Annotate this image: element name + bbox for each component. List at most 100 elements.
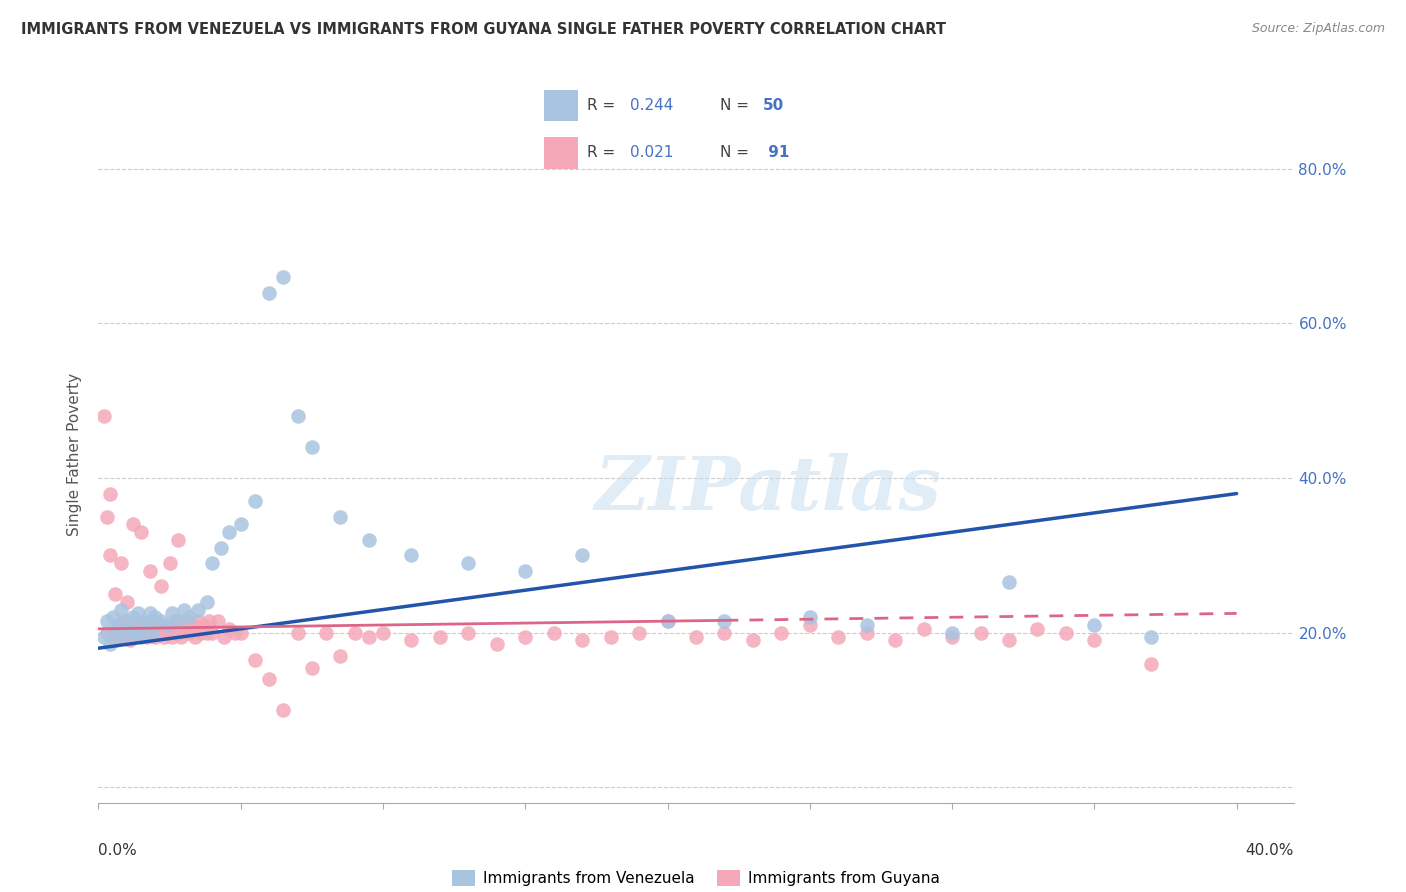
Point (98, 637, 121, 651)
Point (287, 409, 309, 424)
Text: ZIPatlas: ZIPatlas (595, 453, 941, 526)
Point (799, 618, 821, 632)
Point (159, 556, 181, 570)
Point (153, 630, 176, 644)
Point (110, 556, 132, 570)
Point (969, 625, 991, 640)
Point (998, 575, 1021, 590)
Point (195, 625, 218, 640)
Legend: Immigrants from Venezuela, Immigrants from Guyana: Immigrants from Venezuela, Immigrants fr… (446, 864, 946, 892)
Point (357, 630, 380, 644)
Point (98, 549, 121, 563)
Point (657, 614, 679, 628)
Point (1140, 630, 1163, 644)
Point (357, 533, 380, 547)
Text: 50: 50 (763, 98, 785, 113)
Point (176, 614, 198, 628)
Point (884, 633, 907, 648)
Point (187, 602, 209, 616)
Text: R =: R = (586, 145, 620, 161)
Point (485, 637, 508, 651)
Point (257, 285, 280, 300)
Text: 91: 91 (763, 145, 790, 161)
Point (190, 625, 212, 640)
Point (193, 618, 215, 632)
Text: R =: R = (586, 98, 620, 113)
Y-axis label: Single Father Poverty: Single Father Poverty (67, 374, 83, 536)
Point (685, 630, 707, 644)
Point (273, 270, 295, 285)
Point (184, 630, 207, 644)
Point (150, 614, 173, 628)
Point (141, 614, 163, 628)
Point (107, 618, 129, 632)
Text: N =: N = (720, 145, 754, 161)
Point (1026, 622, 1049, 636)
Point (96, 509, 118, 524)
Point (571, 633, 593, 648)
Point (628, 625, 651, 640)
Point (132, 614, 155, 628)
Point (179, 625, 201, 640)
Point (118, 622, 141, 636)
Point (243, 653, 266, 667)
Point (243, 494, 266, 508)
Point (998, 633, 1021, 648)
Point (855, 625, 877, 640)
Point (93, 630, 115, 644)
Point (156, 618, 179, 632)
Point (138, 564, 160, 578)
Point (198, 614, 221, 628)
Point (135, 618, 157, 632)
Point (101, 610, 124, 624)
Point (713, 614, 735, 628)
Point (329, 509, 352, 524)
Point (127, 607, 149, 621)
Point (98, 486, 121, 500)
Point (173, 602, 195, 616)
Point (912, 622, 935, 636)
Point (167, 625, 190, 640)
Point (343, 625, 366, 640)
Point (135, 630, 157, 644)
Point (571, 549, 593, 563)
Point (121, 610, 143, 624)
Point (162, 607, 184, 621)
Point (96, 614, 118, 628)
Point (827, 630, 849, 644)
Point (543, 625, 565, 640)
Point (371, 625, 394, 640)
Point (799, 610, 821, 624)
Point (1140, 657, 1163, 671)
Point (118, 633, 141, 648)
Point (162, 630, 184, 644)
Point (104, 625, 127, 640)
Point (93, 409, 115, 424)
Point (143, 610, 166, 624)
Point (121, 517, 143, 532)
Text: 0.0%: 0.0% (98, 843, 138, 858)
Point (201, 556, 224, 570)
Point (457, 625, 479, 640)
Point (138, 625, 160, 640)
Point (770, 625, 793, 640)
Point (181, 618, 204, 632)
Point (201, 625, 224, 640)
Point (150, 618, 173, 632)
Point (167, 614, 190, 628)
Point (129, 630, 152, 644)
Point (101, 625, 124, 640)
Point (179, 610, 201, 624)
Point (515, 564, 537, 578)
Point (107, 618, 129, 632)
Point (112, 630, 135, 644)
Point (229, 625, 252, 640)
Point (195, 595, 218, 609)
Point (96, 625, 118, 640)
Point (115, 614, 138, 628)
Point (429, 630, 451, 644)
Point (224, 625, 246, 640)
Text: 0.244: 0.244 (630, 98, 673, 113)
Point (156, 622, 179, 636)
Point (457, 556, 479, 570)
